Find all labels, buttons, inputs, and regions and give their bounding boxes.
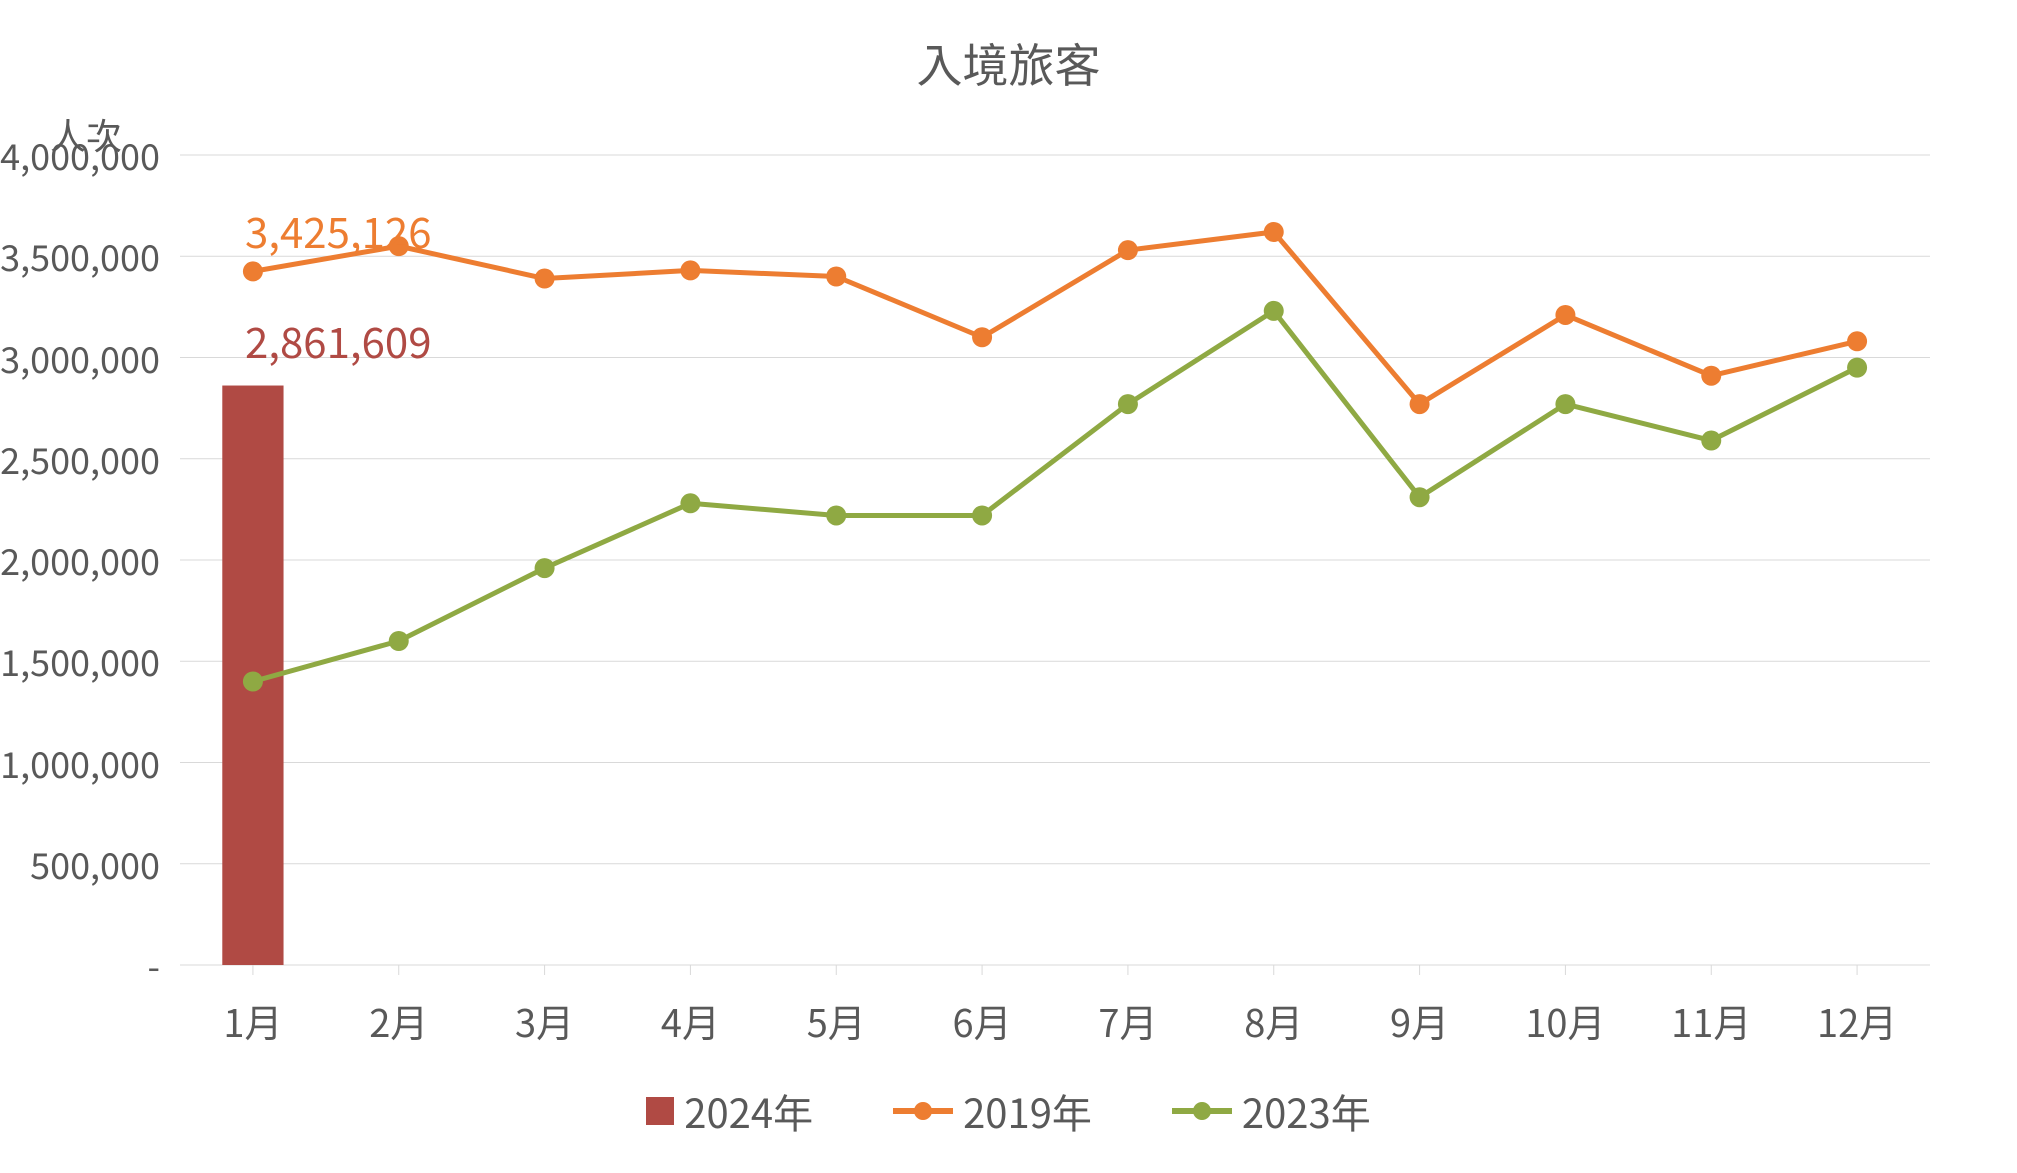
marker-s2019 — [1701, 366, 1721, 386]
marker-s2023 — [535, 558, 555, 578]
marker-s2023 — [1555, 394, 1575, 414]
legend-label: 2019年 — [963, 1082, 1092, 1140]
y-tick-label: - — [148, 939, 161, 991]
x-tick-label: 4月 — [661, 993, 720, 1048]
y-tick-label: 1,000,000 — [0, 737, 160, 789]
marker-s2019 — [680, 260, 700, 280]
legend-marker-icon — [914, 1102, 932, 1120]
marker-s2019 — [1847, 331, 1867, 351]
marker-s2019 — [1118, 240, 1138, 260]
legend-item-s2019: 2019年 — [893, 1082, 1092, 1140]
chart-title: 入境旅客 — [0, 30, 2017, 96]
legend-item-s2023: 2023年 — [1172, 1082, 1371, 1140]
x-tick-label: 9月 — [1390, 993, 1449, 1048]
plot-area: -500,0001,000,0001,500,0002,000,0002,500… — [180, 155, 1930, 965]
x-tick-label: 7月 — [1098, 993, 1157, 1048]
data-label: 2,861,609 — [245, 310, 432, 371]
y-tick-label: 3,500,000 — [0, 230, 160, 282]
legend-swatch-line — [893, 1108, 953, 1114]
marker-s2023 — [826, 505, 846, 525]
marker-s2019 — [1555, 305, 1575, 325]
legend-label: 2024年 — [684, 1082, 813, 1140]
y-tick-label: 3,000,000 — [0, 332, 160, 384]
x-tick-label: 1月 — [223, 993, 282, 1048]
marker-s2023 — [1118, 394, 1138, 414]
marker-s2019 — [243, 261, 263, 281]
marker-s2023 — [680, 493, 700, 513]
y-tick-label: 500,000 — [30, 838, 160, 890]
marker-s2019 — [535, 269, 555, 289]
x-tick-label: 6月 — [953, 993, 1012, 1048]
legend-swatch-line — [1172, 1108, 1232, 1114]
marker-s2023 — [972, 505, 992, 525]
x-tick-label: 2月 — [369, 993, 428, 1048]
x-tick-label: 11月 — [1671, 993, 1751, 1048]
x-tick-label: 8月 — [1244, 993, 1303, 1048]
y-tick-label: 2,000,000 — [0, 534, 160, 586]
legend-item-s2024: 2024年 — [646, 1082, 813, 1140]
marker-s2023 — [1701, 431, 1721, 451]
y-tick-label: 4,000,000 — [0, 129, 160, 181]
data-label: 3,425,126 — [245, 200, 432, 261]
marker-s2019 — [972, 327, 992, 347]
x-tick-label: 10月 — [1525, 993, 1605, 1048]
marker-s2023 — [389, 631, 409, 651]
x-tick-label: 3月 — [515, 993, 574, 1048]
legend-swatch-bar — [646, 1097, 674, 1125]
x-tick-label: 12月 — [1817, 993, 1897, 1048]
marker-s2019 — [1264, 222, 1284, 242]
chart-svg — [180, 155, 1930, 965]
marker-s2019 — [1410, 394, 1430, 414]
marker-s2023 — [1410, 487, 1430, 507]
marker-s2023 — [243, 672, 263, 692]
legend-marker-icon — [1193, 1102, 1211, 1120]
legend: 2024年 2019年 2023年 — [0, 1082, 2017, 1140]
marker-s2019 — [826, 267, 846, 287]
line-s2019 — [253, 232, 1857, 404]
y-tick-label: 2,500,000 — [0, 433, 160, 485]
y-tick-label: 1,500,000 — [0, 635, 160, 687]
visitor-chart: 入境旅客 人次 -500,0001,000,0001,500,0002,000,… — [0, 0, 2017, 1173]
line-s2023 — [253, 311, 1857, 682]
marker-s2023 — [1847, 358, 1867, 378]
legend-label: 2023年 — [1242, 1082, 1371, 1140]
marker-s2023 — [1264, 301, 1284, 321]
x-tick-label: 5月 — [807, 993, 866, 1048]
